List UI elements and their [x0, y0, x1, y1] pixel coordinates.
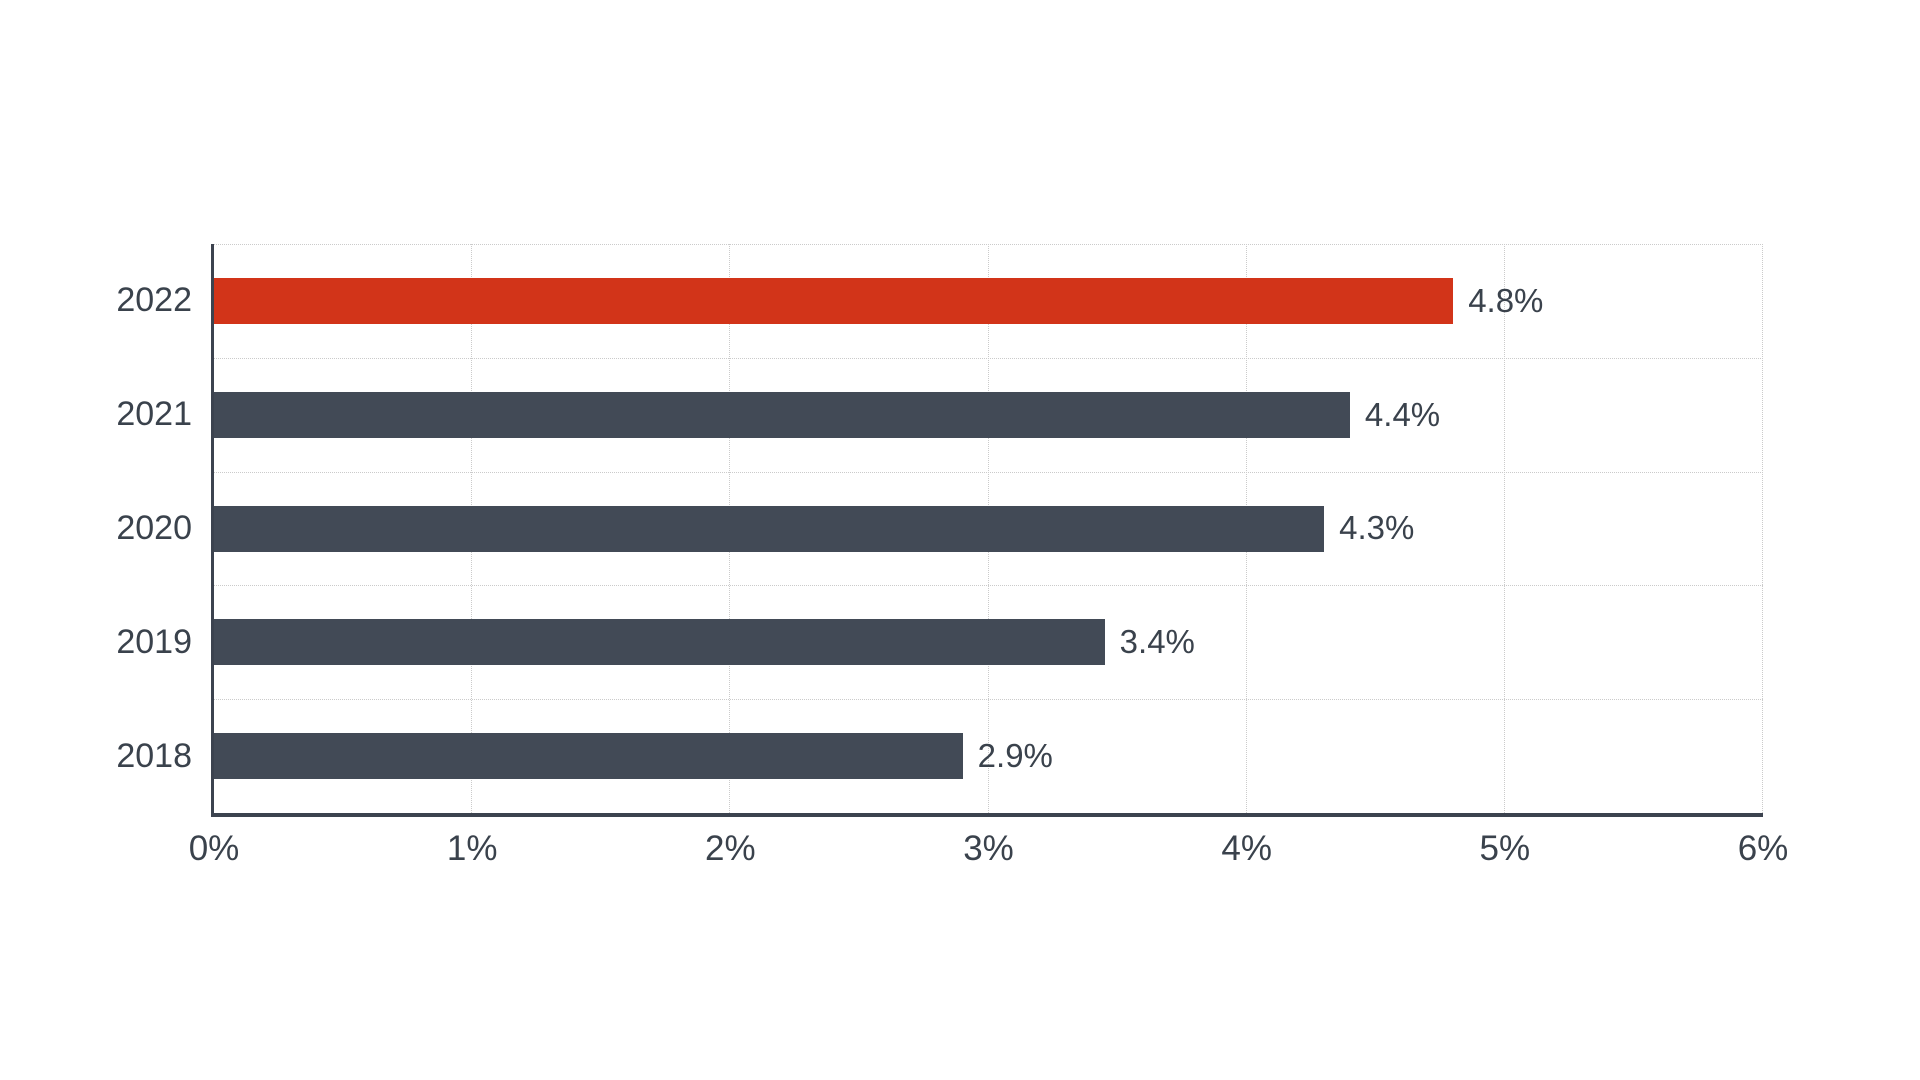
y-tick-label-2022: 2022 — [116, 281, 192, 320]
x-tick-label-2pct: 2% — [705, 829, 756, 868]
gridline-horizontal — [214, 244, 1763, 245]
x-tick-label-6pct: 6% — [1737, 829, 1789, 868]
value-label-2020: 4.3% — [1339, 509, 1415, 547]
y-tick-label-2020: 2020 — [116, 508, 192, 547]
y-tick-label-2018: 2018 — [116, 736, 192, 775]
gridline-vertical — [1762, 244, 1763, 813]
x-tick-label-1pct: 1% — [446, 829, 498, 868]
bar-2022 — [214, 277, 1454, 324]
bar-2019 — [214, 619, 1105, 666]
bar-2021 — [214, 391, 1350, 438]
gridline-horizontal — [214, 585, 1763, 587]
value-label-2021: 4.4% — [1364, 395, 1441, 433]
plot-area: 4.8% 4.4% 4.3% 3.4% 2.9% — [211, 244, 1763, 817]
value-label-2022: 4.8% — [1468, 281, 1544, 319]
x-tick-label-0pct: 0% — [188, 829, 240, 868]
bar-2018 — [214, 733, 963, 780]
value-label-2018: 2.9% — [977, 737, 1053, 775]
value-label-2019: 3.4% — [1119, 623, 1195, 661]
gridline-vertical — [1503, 244, 1505, 813]
gridline-horizontal — [214, 471, 1763, 473]
y-tick-label-2021: 2021 — [116, 395, 192, 434]
x-tick-label-3pct: 3% — [963, 829, 1014, 868]
y-tick-label-2019: 2019 — [116, 622, 192, 661]
bar-2020 — [214, 505, 1325, 552]
x-tick-label-5pct: 5% — [1479, 829, 1531, 868]
gridline-horizontal — [214, 699, 1763, 701]
x-tick-label-4pct: 4% — [1221, 829, 1272, 868]
gridline-horizontal — [214, 357, 1763, 359]
